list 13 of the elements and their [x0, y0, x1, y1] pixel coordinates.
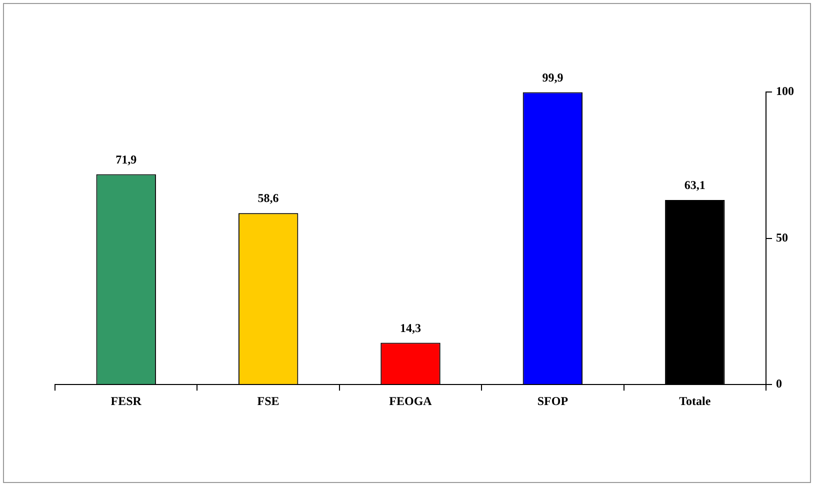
x-tick-label: FEOGA [389, 394, 432, 408]
data-label: 58,6 [258, 191, 279, 206]
data-label: 71,9 [116, 152, 137, 166]
x-tick-label: FSE [257, 394, 280, 408]
y-tick-label: 100 [776, 84, 794, 98]
x-tick-label: FESR [110, 394, 142, 408]
data-label: 99,9 [542, 70, 564, 84]
data-label: 14,3 [400, 320, 421, 335]
y-tick-label: 50 [776, 230, 788, 244]
x-tick-label: Totale [679, 394, 712, 408]
x-tick-label: SFOP [537, 394, 568, 408]
y-tick-label: 0 [776, 376, 782, 391]
data-label: 63,1 [684, 178, 706, 192]
